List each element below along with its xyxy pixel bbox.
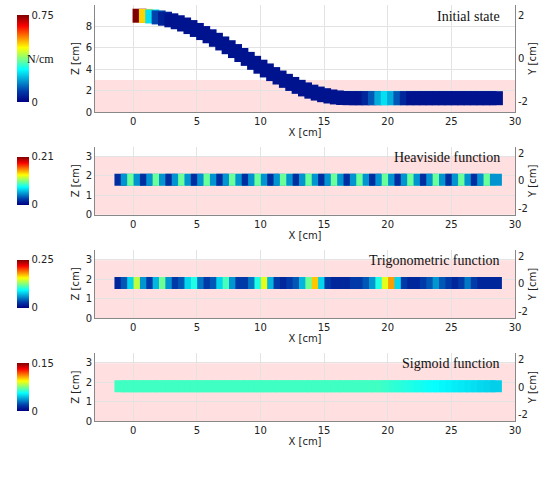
svg-text:1: 1	[86, 293, 92, 304]
svg-text:2: 2	[86, 377, 92, 388]
svg-text:30: 30	[509, 116, 522, 127]
svg-text:Initial state: Initial state	[437, 9, 500, 24]
svg-text:0: 0	[32, 302, 38, 313]
svg-text:10: 10	[254, 116, 267, 127]
svg-text:0.15: 0.15	[32, 358, 54, 369]
svg-text:0: 0	[86, 107, 92, 118]
svg-text:25: 25	[445, 322, 458, 333]
svg-text:20: 20	[381, 116, 394, 127]
svg-text:Trigonometric function: Trigonometric function	[369, 253, 500, 268]
svg-text:20: 20	[381, 425, 394, 436]
svg-text:0: 0	[518, 175, 524, 186]
svg-text:0: 0	[130, 116, 136, 127]
svg-text:0: 0	[32, 97, 38, 108]
svg-text:15: 15	[318, 219, 331, 230]
svg-text:3: 3	[86, 151, 92, 162]
svg-text:0.21: 0.21	[32, 151, 54, 162]
svg-text:5: 5	[194, 425, 200, 436]
svg-text:0.25: 0.25	[32, 254, 54, 265]
svg-text:Z [cm]: Z [cm]	[70, 371, 81, 404]
svg-text:2: 2	[86, 170, 92, 181]
svg-text:0: 0	[518, 53, 524, 64]
svg-text:Z [cm]: Z [cm]	[70, 42, 81, 75]
svg-text:Z [cm]: Z [cm]	[70, 164, 81, 197]
svg-text:5: 5	[194, 116, 200, 127]
svg-text:Y [cm]: Y [cm]	[527, 165, 538, 198]
svg-text:15: 15	[318, 322, 331, 333]
svg-text:0: 0	[130, 425, 136, 436]
svg-text:0: 0	[518, 278, 524, 289]
svg-text:0: 0	[518, 382, 524, 393]
svg-text:X [cm]: X [cm]	[288, 230, 321, 241]
svg-text:N/cm: N/cm	[27, 52, 54, 66]
svg-text:30: 30	[509, 322, 522, 333]
svg-text:5: 5	[194, 219, 200, 230]
svg-text:2: 2	[86, 274, 92, 285]
svg-text:4: 4	[86, 64, 92, 75]
svg-text:25: 25	[445, 116, 458, 127]
svg-text:-2: -2	[518, 203, 528, 214]
svg-text:1: 1	[86, 190, 92, 201]
svg-text:10: 10	[254, 219, 267, 230]
svg-text:8: 8	[86, 21, 92, 32]
svg-text:Z [cm]: Z [cm]	[70, 267, 81, 300]
svg-text:0: 0	[130, 322, 136, 333]
svg-text:10: 10	[254, 322, 267, 333]
svg-text:5: 5	[194, 322, 200, 333]
svg-text:20: 20	[381, 322, 394, 333]
svg-text:-2: -2	[518, 409, 528, 420]
svg-text:0.75: 0.75	[32, 10, 54, 21]
svg-text:30: 30	[509, 219, 522, 230]
svg-text:20: 20	[381, 219, 394, 230]
svg-text:Y [cm]: Y [cm]	[527, 268, 538, 301]
svg-text:-2: -2	[518, 306, 528, 317]
svg-text:15: 15	[318, 425, 331, 436]
svg-text:Y [cm]: Y [cm]	[527, 42, 538, 75]
svg-text:Heaviside function: Heaviside function	[394, 150, 500, 165]
svg-text:10: 10	[254, 425, 267, 436]
svg-text:X [cm]: X [cm]	[288, 127, 321, 138]
svg-text:0: 0	[86, 209, 92, 220]
svg-text:2: 2	[518, 354, 524, 365]
svg-text:2: 2	[86, 85, 92, 96]
svg-text:3: 3	[86, 357, 92, 368]
svg-text:0: 0	[86, 416, 92, 427]
svg-text:0: 0	[32, 199, 38, 210]
svg-text:2: 2	[518, 251, 524, 262]
svg-text:0: 0	[86, 313, 92, 324]
svg-text:0: 0	[32, 406, 38, 417]
svg-text:6: 6	[86, 42, 92, 53]
svg-text:-2: -2	[518, 96, 528, 107]
svg-text:2: 2	[518, 148, 524, 159]
svg-text:15: 15	[318, 116, 331, 127]
svg-text:25: 25	[445, 425, 458, 436]
svg-text:0: 0	[130, 219, 136, 230]
svg-text:1: 1	[86, 396, 92, 407]
svg-text:25: 25	[445, 219, 458, 230]
svg-text:30: 30	[509, 425, 522, 436]
svg-text:3: 3	[86, 254, 92, 265]
svg-text:X [cm]: X [cm]	[288, 436, 321, 447]
svg-text:Sigmoid function: Sigmoid function	[402, 356, 500, 371]
svg-text:Y [cm]: Y [cm]	[527, 371, 538, 404]
svg-text:X [cm]: X [cm]	[288, 333, 321, 344]
svg-text:2: 2	[518, 10, 524, 21]
